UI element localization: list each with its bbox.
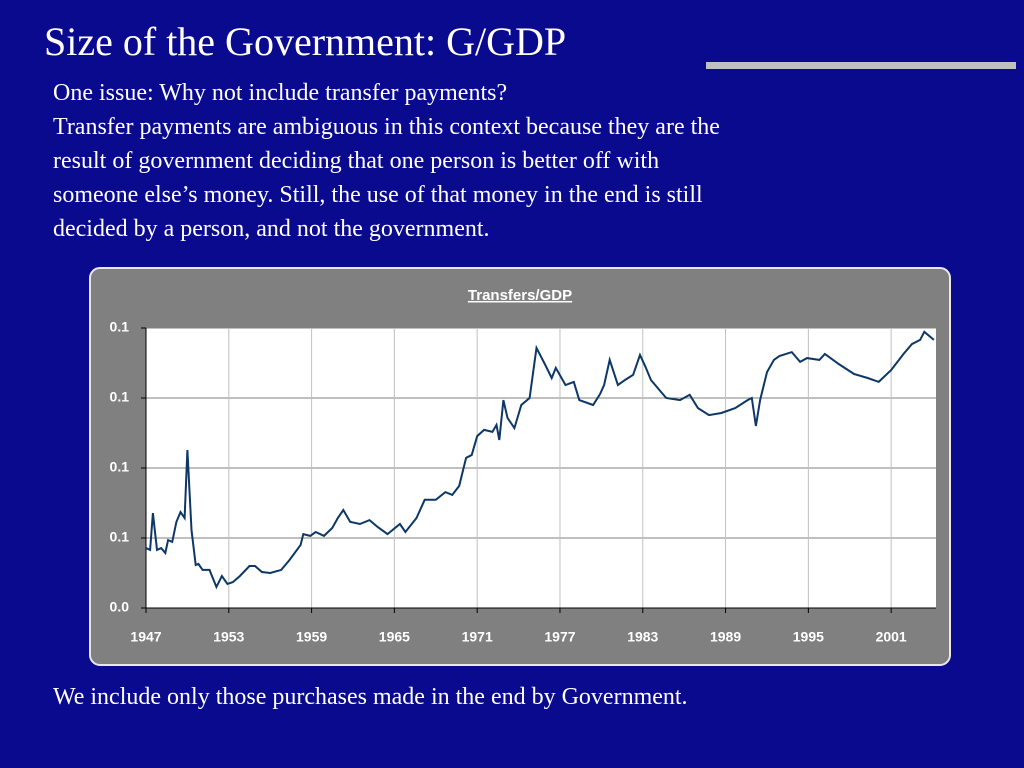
body-line: result of government deciding that one p… — [53, 148, 660, 174]
x-tick-label: 1965 — [379, 629, 410, 645]
data-line — [145, 330, 935, 590]
x-tick-label: 1977 — [544, 629, 575, 645]
x-tick-label: 1953 — [213, 629, 244, 645]
y-tick-label: 0.1 — [110, 459, 130, 475]
x-tick-label: 1959 — [296, 629, 327, 645]
x-tick-label: 1983 — [627, 629, 658, 645]
y-tick-label: 0.0 — [110, 599, 130, 615]
body-line: decided by a person, and not the governm… — [53, 216, 490, 242]
y-tick-label: 0.1 — [110, 389, 130, 405]
chart-title: Transfers/GDP — [468, 287, 572, 304]
x-tick-label: 2001 — [876, 629, 907, 645]
x-tick-label: 1971 — [462, 629, 493, 645]
y-tick-label: 0.1 — [110, 529, 130, 545]
slide-footer: We include only those purchases made in … — [53, 684, 688, 710]
x-tick-label: 1989 — [710, 629, 741, 645]
slide-title: Size of the Government: G/GDP — [44, 19, 567, 64]
body-line: someone else’s money. Still, the use of … — [53, 182, 703, 208]
x-tick-label: 1947 — [130, 629, 161, 645]
x-tick-label: 1995 — [793, 629, 824, 645]
body-line: One issue: Why not include transfer paym… — [53, 80, 508, 106]
y-tick-label: 0.1 — [110, 319, 130, 335]
slide-body: One issue: Why not include transfer paym… — [53, 76, 720, 246]
body-line: Transfer payments are ambiguous in this … — [53, 114, 720, 140]
title-rule — [706, 62, 1016, 69]
